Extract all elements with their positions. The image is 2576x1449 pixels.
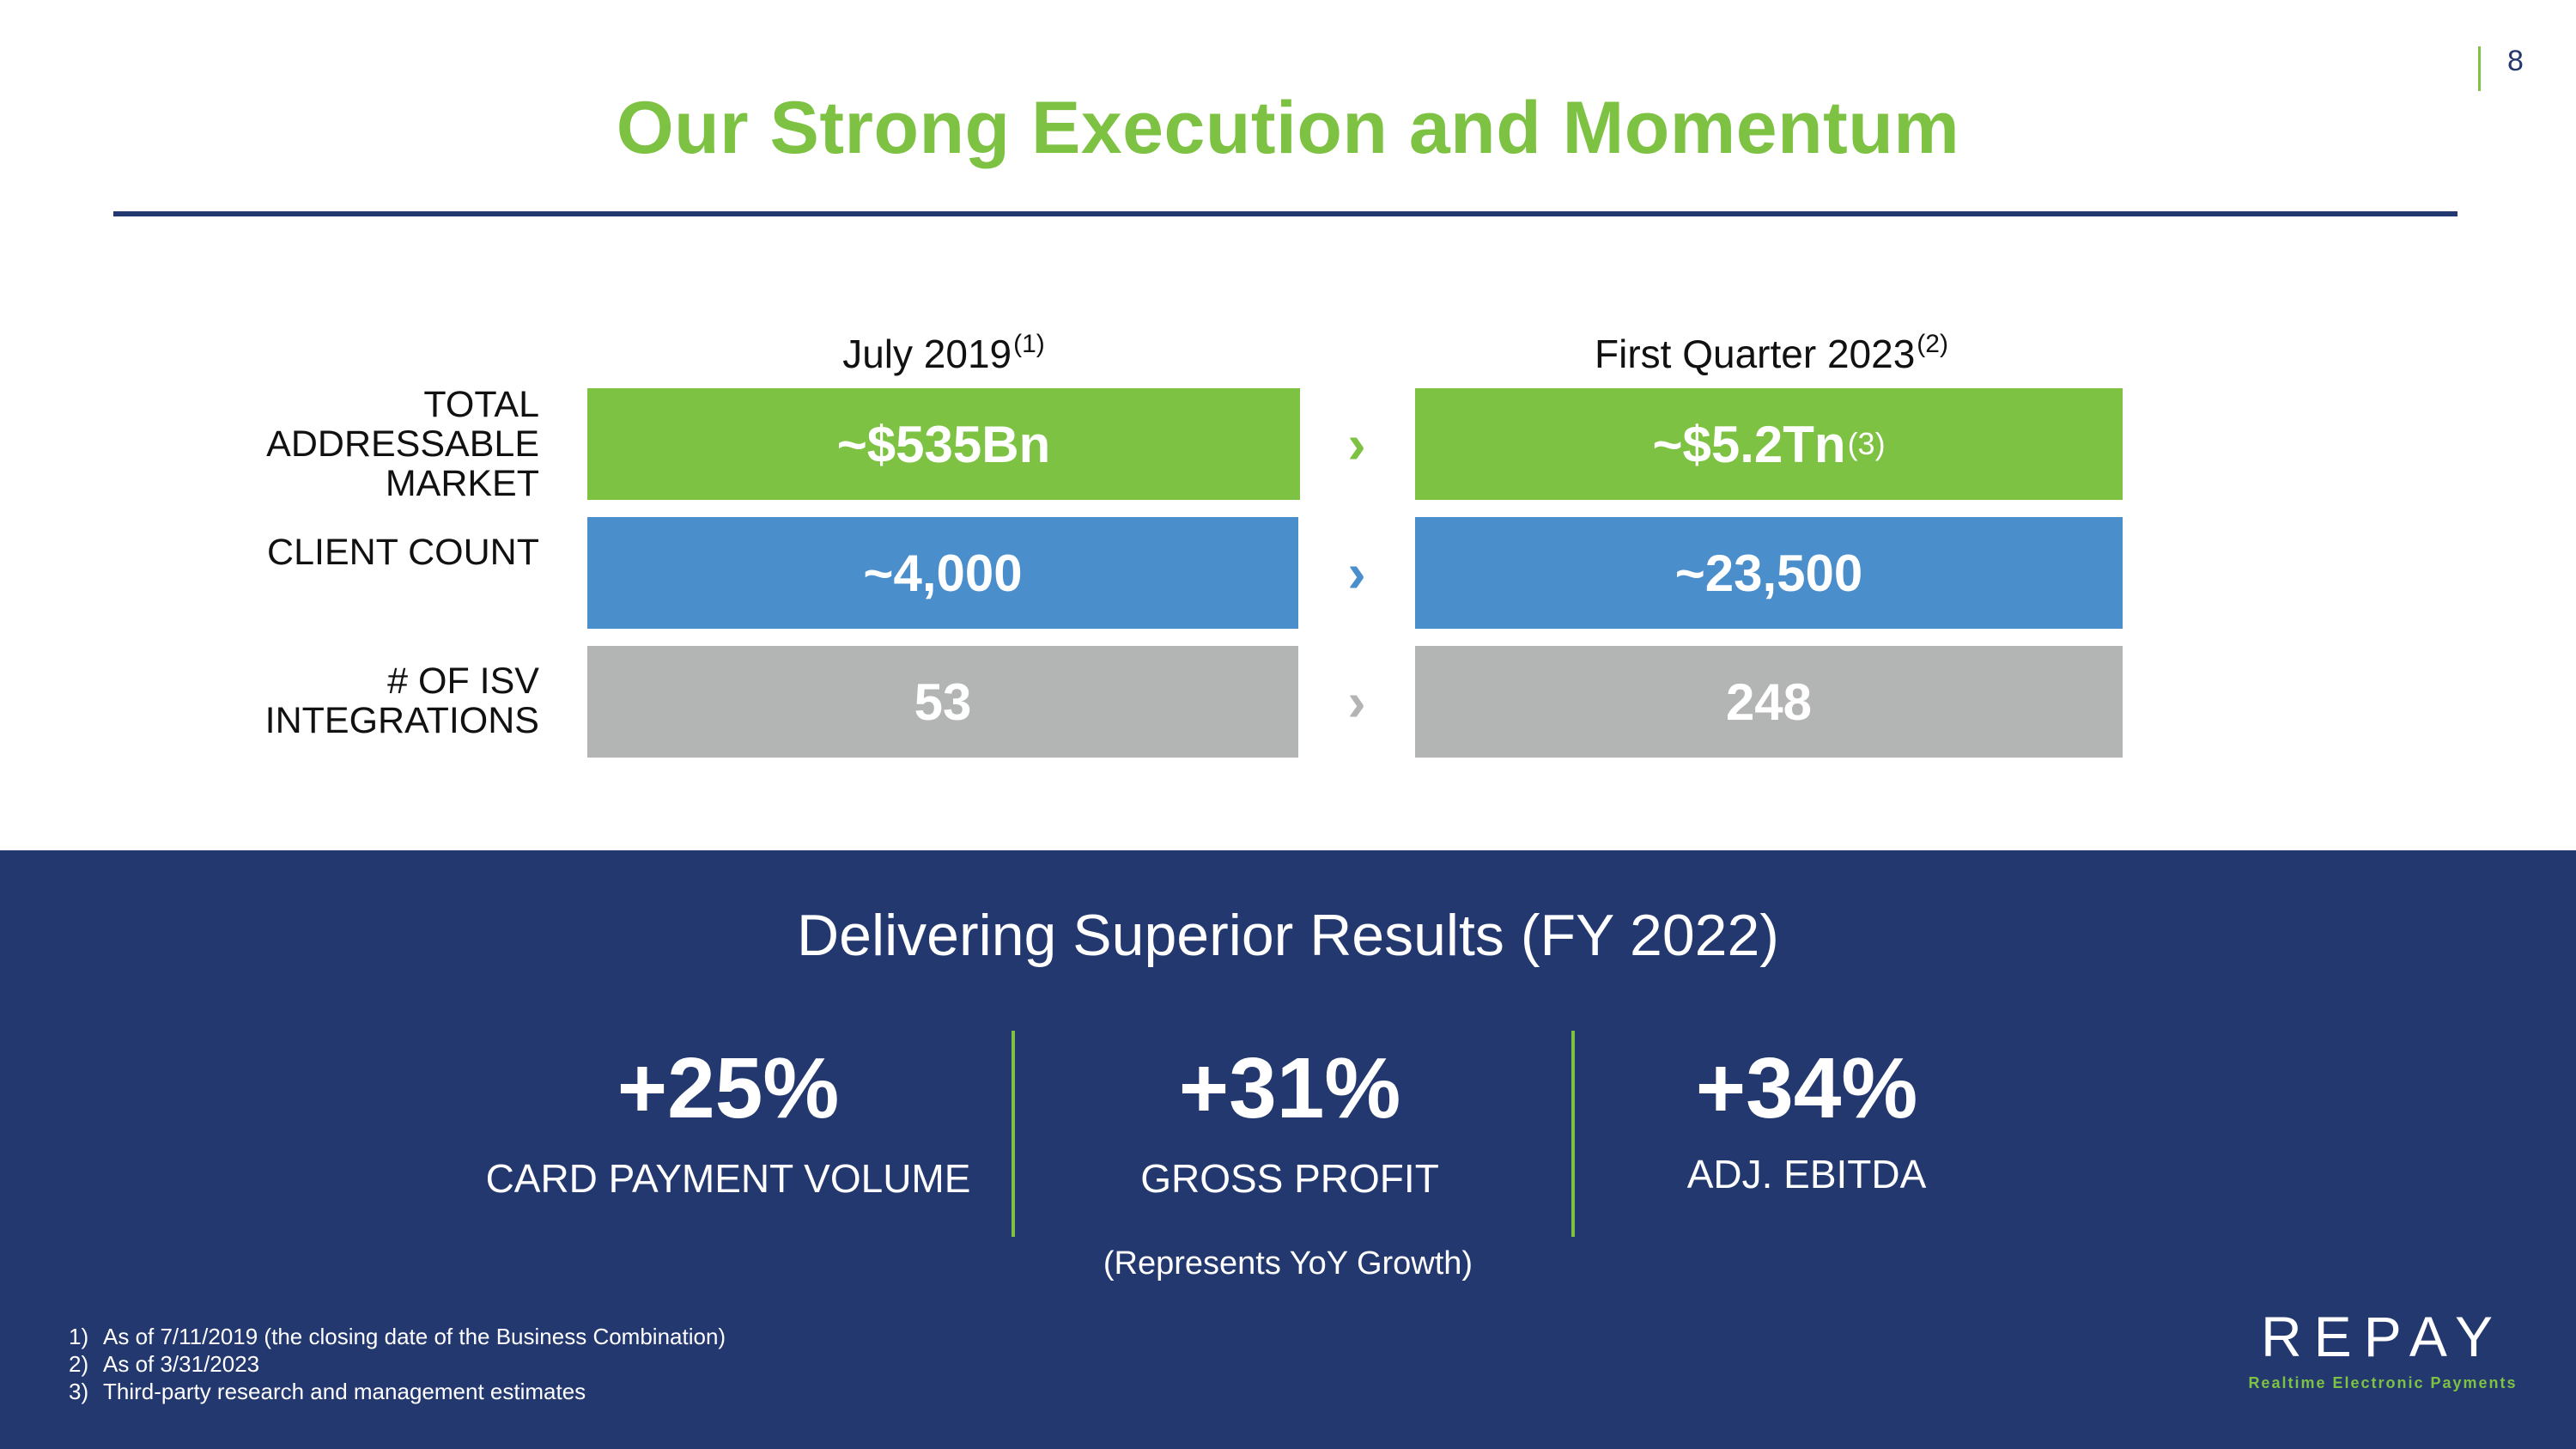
footnote-item: 2) As of 3/31/2023 bbox=[69, 1350, 1099, 1378]
footnote-text: Third-party research and management esti… bbox=[103, 1379, 586, 1404]
results-title: Delivering Superior Results (FY 2022) bbox=[797, 903, 1779, 968]
tam-july-2019-cell: ~$535Bn bbox=[587, 388, 1300, 500]
isv-q1-2023-cell: 248 bbox=[1415, 646, 2123, 758]
footnote-ref: (1) bbox=[1013, 330, 1045, 358]
footnote-item: 3) Third-party research and management es… bbox=[69, 1378, 1099, 1405]
footnote-text: As of 7/11/2019 (the closing date of the… bbox=[103, 1324, 726, 1349]
footnote-text: As of 3/31/2023 bbox=[103, 1351, 260, 1377]
title-rule bbox=[113, 211, 2458, 216]
row-label-isv-integrations: # OF ISV INTEGRATIONS bbox=[264, 661, 539, 741]
footnote-number: 1) bbox=[69, 1324, 89, 1349]
footnote-number: 2) bbox=[69, 1351, 89, 1377]
footnote-ref: (2) bbox=[1917, 330, 1948, 358]
results-note: (Represents YoY Growth) bbox=[1103, 1245, 1473, 1282]
repay-logo-tagline: Realtime Electronic Payments bbox=[2248, 1374, 2518, 1391]
footnotes: 1) As of 7/11/2019 (the closing date of t… bbox=[69, 1323, 1099, 1405]
chevron-right-icon: › bbox=[1347, 542, 1366, 604]
client-count-q1-2023-value: ~23,500 bbox=[1674, 544, 1863, 602]
metric-gross-profit-label: GROSS PROFIT bbox=[1140, 1156, 1439, 1201]
metric-divider bbox=[1012, 1031, 1015, 1237]
chevron-right-icon: › bbox=[1347, 413, 1366, 475]
results-band bbox=[0, 850, 2576, 1449]
page-title: Our Strong Execution and Momentum bbox=[616, 87, 1960, 169]
isv-q1-2023-value: 248 bbox=[1725, 673, 1813, 731]
tam-q1-2023-value: ~$5.2Tn bbox=[1652, 415, 1846, 473]
footnote-ref: (3) bbox=[1847, 426, 1886, 461]
client-count-july-2019-value: ~4,000 bbox=[863, 544, 1023, 602]
isv-july-2019-cell: 53 bbox=[587, 646, 1298, 758]
row-label-client-count: CLIENT COUNT bbox=[267, 532, 539, 573]
metric-divider bbox=[1571, 1031, 1575, 1237]
column-header-july-2019: July 2019(1) bbox=[587, 330, 1300, 377]
metric-adj-ebitda-value: +34% bbox=[1695, 1040, 1918, 1136]
tam-july-2019-value: ~$535Bn bbox=[836, 415, 1051, 473]
page-number: 8 bbox=[2507, 45, 2524, 77]
metric-card-payment-volume-value: +25% bbox=[617, 1040, 840, 1136]
metric-adj-ebitda-label: ADJ. EBITDA bbox=[1686, 1152, 1927, 1196]
client-count-july-2019-cell: ~4,000 bbox=[587, 517, 1298, 629]
client-count-q1-2023-cell: ~23,500 bbox=[1415, 517, 2123, 629]
footnote-item: 1) As of 7/11/2019 (the closing date of t… bbox=[69, 1323, 1099, 1350]
tam-q1-2023-cell: ~$5.2Tn (3) bbox=[1415, 388, 2123, 500]
repay-logo: REPAY bbox=[2261, 1305, 2505, 1368]
column-header-q1-2023: First Quarter 2023(2) bbox=[1415, 330, 2128, 377]
isv-july-2019-value: 53 bbox=[914, 673, 972, 731]
column-header-label: July 2019 bbox=[842, 332, 1012, 376]
row-label-total-addressable-market: TOTAL ADDRESSABLE MARKET bbox=[266, 384, 539, 504]
metric-card-payment-volume-label: CARD PAYMENT VOLUME bbox=[485, 1156, 971, 1201]
page-number-divider bbox=[2478, 46, 2481, 91]
footnote-number: 3) bbox=[69, 1379, 89, 1404]
column-header-label: First Quarter 2023 bbox=[1595, 332, 1916, 376]
chevron-right-icon: › bbox=[1347, 671, 1366, 733]
metric-gross-profit-value: +31% bbox=[1178, 1040, 1401, 1136]
